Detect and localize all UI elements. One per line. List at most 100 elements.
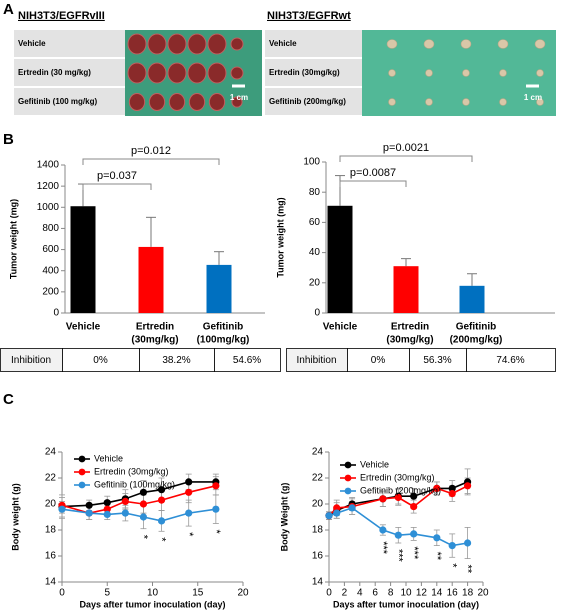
tumor [188, 93, 206, 111]
y-tick-label: 16 [45, 551, 57, 562]
y-tick-label: 200 [42, 286, 59, 297]
y-tick-label: 22 [45, 473, 57, 484]
bar [393, 266, 419, 313]
y-tick-label: 18 [312, 525, 324, 536]
panel-label: A [3, 1, 14, 18]
x-tick-label: 20 [477, 588, 489, 599]
row-label: Ertredin (30mg/kg) [269, 68, 340, 77]
table-cell [214, 348, 281, 372]
significance-stars: * [183, 532, 195, 537]
x-tick-label: Ertredin [136, 322, 174, 333]
p-value: p=0.037 [97, 170, 137, 182]
significance-bracket [339, 155, 473, 162]
y-tick-label: 20 [312, 499, 324, 510]
x-tick-label: 0 [326, 588, 332, 599]
x-tick-label: 18 [462, 588, 474, 599]
x-tick-label: 5 [104, 588, 110, 599]
x-tick-label: Gefitinib [203, 322, 244, 333]
table-text: Inhibition [11, 355, 51, 366]
scale-label: 1 cm [230, 93, 248, 102]
point [157, 496, 166, 504]
row-label-box [265, 30, 362, 57]
point [139, 500, 148, 508]
y-tick-label: 0 [314, 308, 320, 319]
point [139, 513, 148, 521]
point [394, 531, 402, 539]
tumor [497, 39, 509, 49]
significance-stars: *** [377, 541, 389, 555]
row-label-box [265, 59, 362, 86]
point [410, 492, 418, 500]
point [157, 486, 166, 494]
tumor [388, 69, 396, 77]
legend-marker [78, 455, 86, 463]
x-tick-label: (30mg/kg) [386, 335, 433, 346]
point [212, 482, 220, 490]
y-axis-label: Tumor weight (mg) [8, 199, 18, 279]
panel-label: B [3, 131, 14, 148]
row-label: Vehicle [18, 39, 46, 48]
x-tick-label: 16 [447, 588, 459, 599]
point [121, 509, 129, 517]
tumor [499, 98, 507, 106]
tumor [536, 69, 544, 77]
tumor [230, 66, 244, 80]
y-axis-label: Body weight (g) [10, 483, 20, 551]
p-value: p=0.0021 [383, 142, 429, 154]
x-tick-label: 4 [357, 588, 363, 599]
x-tick-label: 12 [416, 588, 428, 599]
row-label: Vehicle [269, 39, 297, 48]
point [333, 509, 341, 517]
x-axis-label: Days after tumor inoculation (day) [333, 599, 479, 609]
point [325, 512, 333, 520]
y-tick-label: 16 [312, 551, 324, 562]
tumor [127, 33, 147, 55]
y-tick-label: 800 [42, 223, 59, 234]
row-label-box [14, 59, 125, 86]
point [185, 478, 193, 486]
y-axis-label: Tumor weight (mg) [275, 197, 285, 277]
bar [327, 205, 353, 313]
bar [138, 246, 164, 313]
x-tick-label: 8 [388, 588, 394, 599]
point [464, 482, 472, 490]
x-tick-label: (100mg/kg) [197, 335, 250, 346]
series-line [61, 485, 216, 514]
tumor [231, 96, 243, 108]
point [58, 505, 66, 513]
point [157, 517, 166, 525]
point [379, 526, 387, 534]
tumor [187, 33, 207, 55]
tumor [168, 93, 186, 111]
y-tick-label: 80 [309, 187, 321, 198]
point [103, 499, 111, 507]
tumor [167, 33, 187, 55]
y-tick-label: 14 [312, 577, 324, 588]
y-axis-label: Body Weight (g) [279, 483, 289, 552]
row-label-box [14, 30, 125, 57]
point [348, 504, 356, 512]
tumor [499, 69, 507, 77]
legend-label: Gefitinib (200mg/kg) [360, 485, 441, 495]
significance-stars: ** [431, 552, 443, 561]
y-tick-label: 100 [303, 157, 320, 168]
tumor [536, 98, 544, 106]
tumor [388, 98, 396, 106]
y-tick-label: 1000 [37, 202, 60, 213]
x-axis-label: Days after tumor inoculation (day) [79, 599, 225, 609]
photo-title: NIH3T3/EGFRvIII [18, 10, 105, 22]
point [185, 509, 193, 517]
significance-bracket [82, 158, 220, 165]
bar [70, 206, 96, 313]
row-label: Gefitinib (100 mg/kg) [18, 97, 97, 106]
point [212, 505, 220, 513]
legend-label: Ertredin (30mg/kg) [360, 472, 435, 482]
y-tick-label: 60 [309, 217, 321, 228]
tumor [127, 62, 147, 84]
tumor [425, 98, 433, 106]
x-tick-label: (30mg/kg) [131, 335, 178, 346]
y-tick-label: 1400 [37, 160, 60, 171]
point [410, 530, 418, 538]
tumor [534, 39, 546, 49]
table-text: 74.6% [496, 355, 524, 366]
